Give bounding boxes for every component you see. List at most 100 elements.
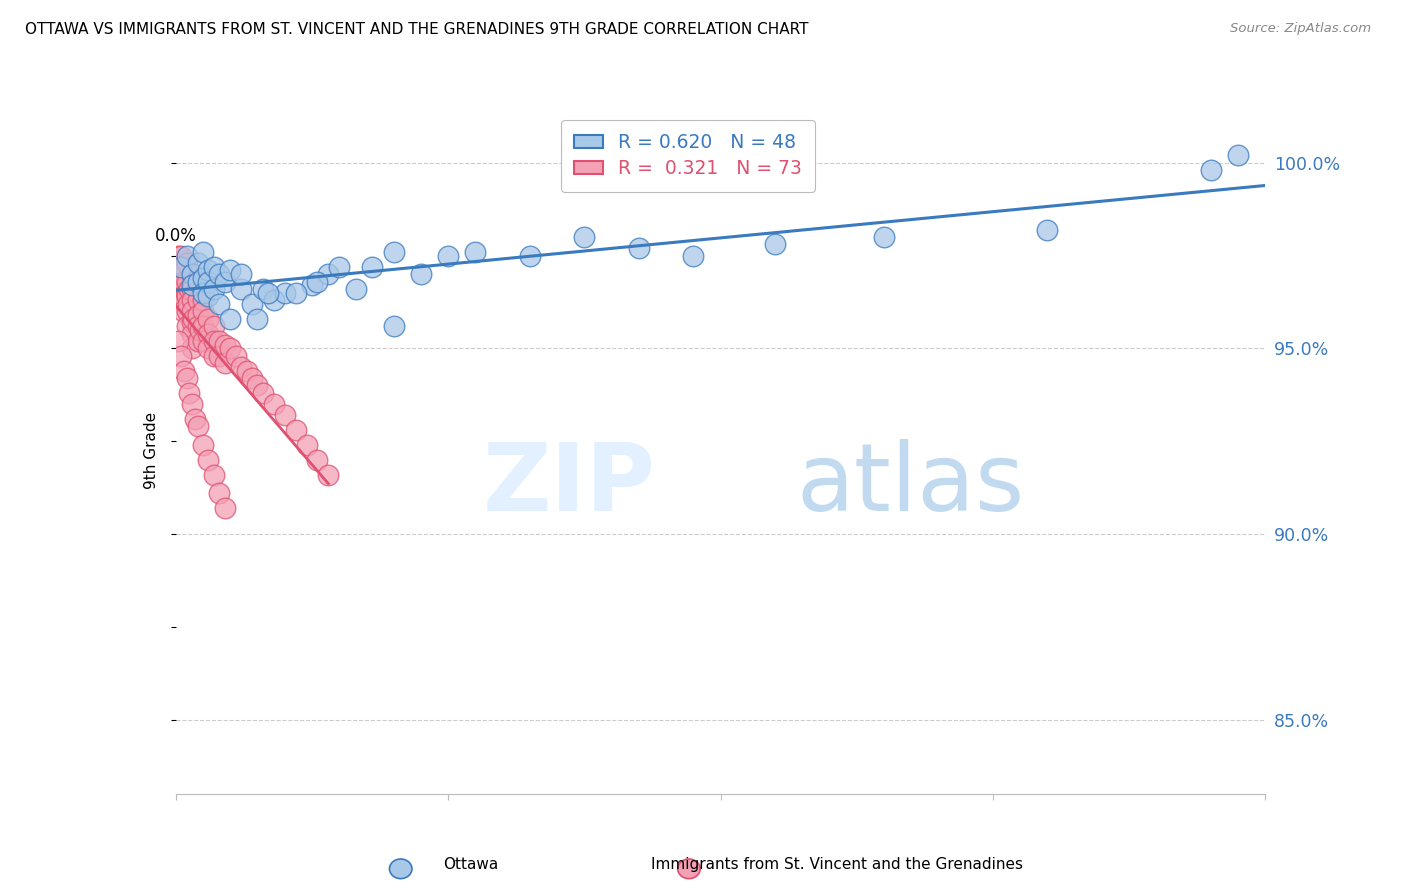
Point: [170, 349, 193, 363]
Point: [176, 289, 198, 303]
Point: [382, 244, 405, 259]
Point: [344, 282, 367, 296]
Point: [214, 501, 236, 516]
Point: [235, 364, 257, 378]
Point: [257, 285, 280, 300]
Point: [181, 342, 204, 356]
Point: [170, 260, 193, 274]
Point: [197, 263, 219, 277]
Point: [197, 326, 219, 341]
Point: [225, 349, 247, 363]
Point: [219, 311, 242, 326]
Point: [167, 263, 190, 277]
Point: [307, 452, 329, 467]
Point: [191, 285, 214, 300]
Text: 9th Grade: 9th Grade: [145, 412, 159, 489]
Point: [173, 275, 195, 289]
Text: ZIP: ZIP: [482, 439, 655, 531]
Point: [181, 326, 204, 341]
Point: [219, 263, 242, 277]
Point: [167, 248, 190, 262]
Point: [197, 275, 219, 289]
Point: [240, 297, 263, 311]
Point: [682, 248, 704, 262]
Point: [231, 282, 253, 296]
Point: [186, 256, 209, 270]
Point: [173, 260, 195, 274]
Point: [186, 308, 209, 322]
Point: [191, 244, 214, 259]
Point: [318, 267, 340, 281]
Point: [214, 275, 236, 289]
Point: [179, 282, 201, 296]
Point: [166, 260, 188, 274]
Point: [231, 359, 253, 374]
Point: [186, 275, 209, 289]
Point: [284, 423, 307, 437]
Point: [519, 248, 541, 262]
Point: [191, 304, 214, 318]
Point: [181, 315, 204, 329]
Point: [382, 319, 405, 334]
Point: [181, 282, 204, 296]
Point: [170, 267, 193, 281]
Text: atlas: atlas: [797, 439, 1025, 531]
Point: [181, 278, 204, 293]
Point: [191, 334, 214, 348]
Point: [295, 438, 318, 452]
Point: [186, 334, 209, 348]
Point: [409, 267, 432, 281]
Point: [202, 282, 225, 296]
Point: [274, 285, 297, 300]
Point: [191, 293, 214, 307]
Point: [176, 304, 198, 318]
Point: [202, 467, 225, 482]
Point: [208, 349, 231, 363]
Point: [167, 275, 190, 289]
Text: Immigrants from St. Vincent and the Grenadines: Immigrants from St. Vincent and the Gren…: [651, 857, 1022, 872]
Point: [191, 270, 214, 285]
Point: [263, 397, 285, 411]
Point: [231, 267, 253, 281]
Point: [574, 230, 596, 244]
Point: [214, 356, 236, 370]
Point: [176, 248, 198, 262]
Point: [246, 311, 269, 326]
Point: [208, 297, 231, 311]
Point: [208, 486, 231, 500]
Point: [177, 297, 200, 311]
Point: [328, 260, 350, 274]
Point: [263, 293, 285, 307]
Point: [186, 275, 209, 289]
Point: [208, 334, 231, 348]
Point: [252, 385, 274, 400]
Point: [181, 267, 204, 281]
Point: [301, 278, 323, 293]
Point: [197, 342, 219, 356]
Text: OTTAWA VS IMMIGRANTS FROM ST. VINCENT AND THE GRENADINES 9TH GRADE CORRELATION C: OTTAWA VS IMMIGRANTS FROM ST. VINCENT AN…: [25, 22, 808, 37]
Point: [307, 275, 329, 289]
Point: [246, 378, 269, 392]
Point: [627, 241, 650, 255]
Point: [181, 397, 204, 411]
Point: [202, 319, 225, 334]
Point: [191, 319, 214, 334]
Point: [284, 285, 307, 300]
Point: [172, 293, 194, 307]
Point: [176, 256, 198, 270]
Point: [174, 285, 197, 300]
Point: [170, 248, 193, 262]
Point: [186, 419, 209, 434]
Text: Source: ZipAtlas.com: Source: ZipAtlas.com: [1230, 22, 1371, 36]
Point: [763, 237, 786, 252]
Point: [191, 438, 214, 452]
Point: [169, 282, 191, 296]
Point: [1227, 148, 1250, 162]
Point: [176, 371, 198, 385]
Point: [181, 311, 204, 326]
Point: [172, 304, 194, 318]
Point: [167, 334, 190, 348]
Point: [274, 408, 297, 422]
Point: [181, 267, 204, 281]
Point: [360, 260, 382, 274]
